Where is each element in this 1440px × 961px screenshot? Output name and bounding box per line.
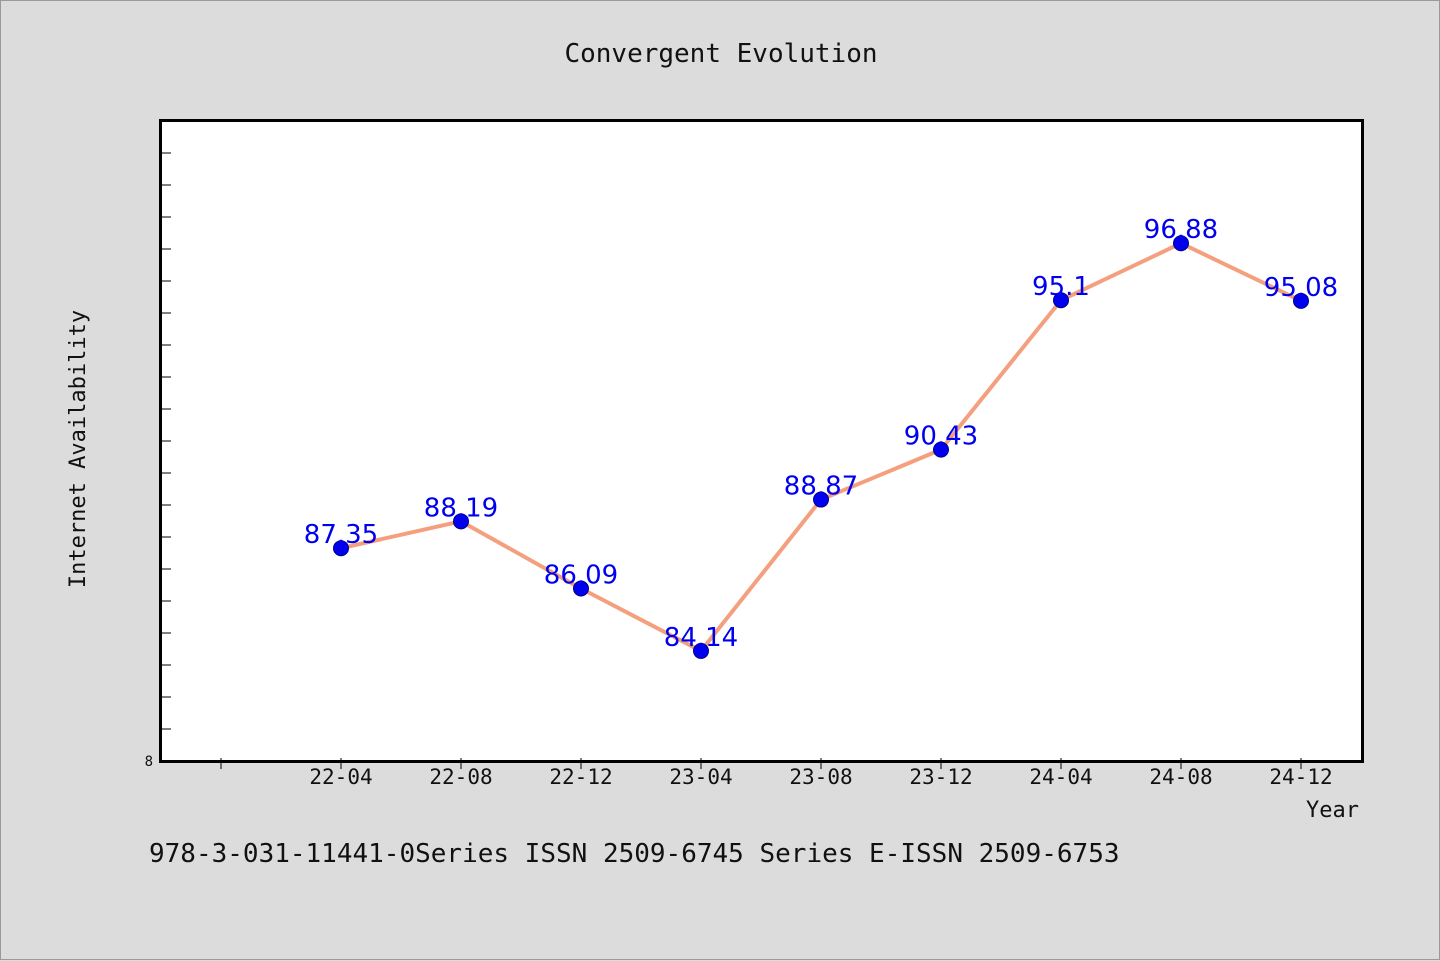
data-label: 88.87 [784, 472, 858, 502]
x-axis-ticks [220, 758, 1302, 769]
data-label: 84.14 [664, 623, 738, 653]
x-tick-label: 24-08 [1149, 765, 1212, 789]
data-point-marker [693, 642, 709, 659]
data-label: 96.88 [1144, 215, 1218, 245]
x-tick-label: 22-04 [309, 765, 372, 789]
data-point-marker [933, 441, 949, 458]
x-axis-tick-labels: 22-04 22-08 22-12 23-04 23-08 23-12 24-04 24-08… [309, 765, 1332, 789]
data-point-marker [813, 491, 829, 508]
data-labels: 87.35 88.19 86.09 84.14 88.87 90.43 95.1 96.88 9… [304, 215, 1338, 653]
chart-title: Convergent Evolution [564, 39, 877, 69]
series-markers [333, 235, 1309, 659]
data-point-marker [1053, 292, 1069, 309]
x-tick-label: 22-08 [429, 765, 492, 789]
x-tick-label: 24-12 [1269, 765, 1332, 789]
data-label: 90.43 [904, 422, 978, 452]
y-tick-label: 8 [145, 754, 153, 770]
data-point-marker [573, 580, 589, 597]
data-point-marker [1293, 292, 1309, 309]
data-point-marker [333, 540, 349, 557]
plot-area [159, 119, 1364, 763]
y-axis-label: Internet Availability [66, 310, 91, 588]
data-label: 86.09 [544, 561, 618, 591]
x-tick-label: 22-12 [549, 765, 612, 789]
data-point-marker [1173, 235, 1189, 252]
footer-isbn-text: 978-3-031-11441-0Series ISSN 2509-6745 S… [149, 839, 1120, 869]
data-label: 87.35 [304, 520, 378, 550]
x-tick-label: 23-12 [909, 765, 972, 789]
x-tick-label: 23-08 [789, 765, 852, 789]
data-point-marker [453, 513, 469, 530]
y-axis-ticks [161, 152, 171, 730]
data-label: 95.1 [1032, 272, 1090, 302]
x-tick-label: 23-04 [669, 765, 732, 789]
x-axis-label: Year [1306, 798, 1359, 823]
data-label: 88.19 [424, 493, 498, 523]
data-label: 95.08 [1264, 273, 1338, 303]
x-tick-label: 24-04 [1029, 765, 1092, 789]
